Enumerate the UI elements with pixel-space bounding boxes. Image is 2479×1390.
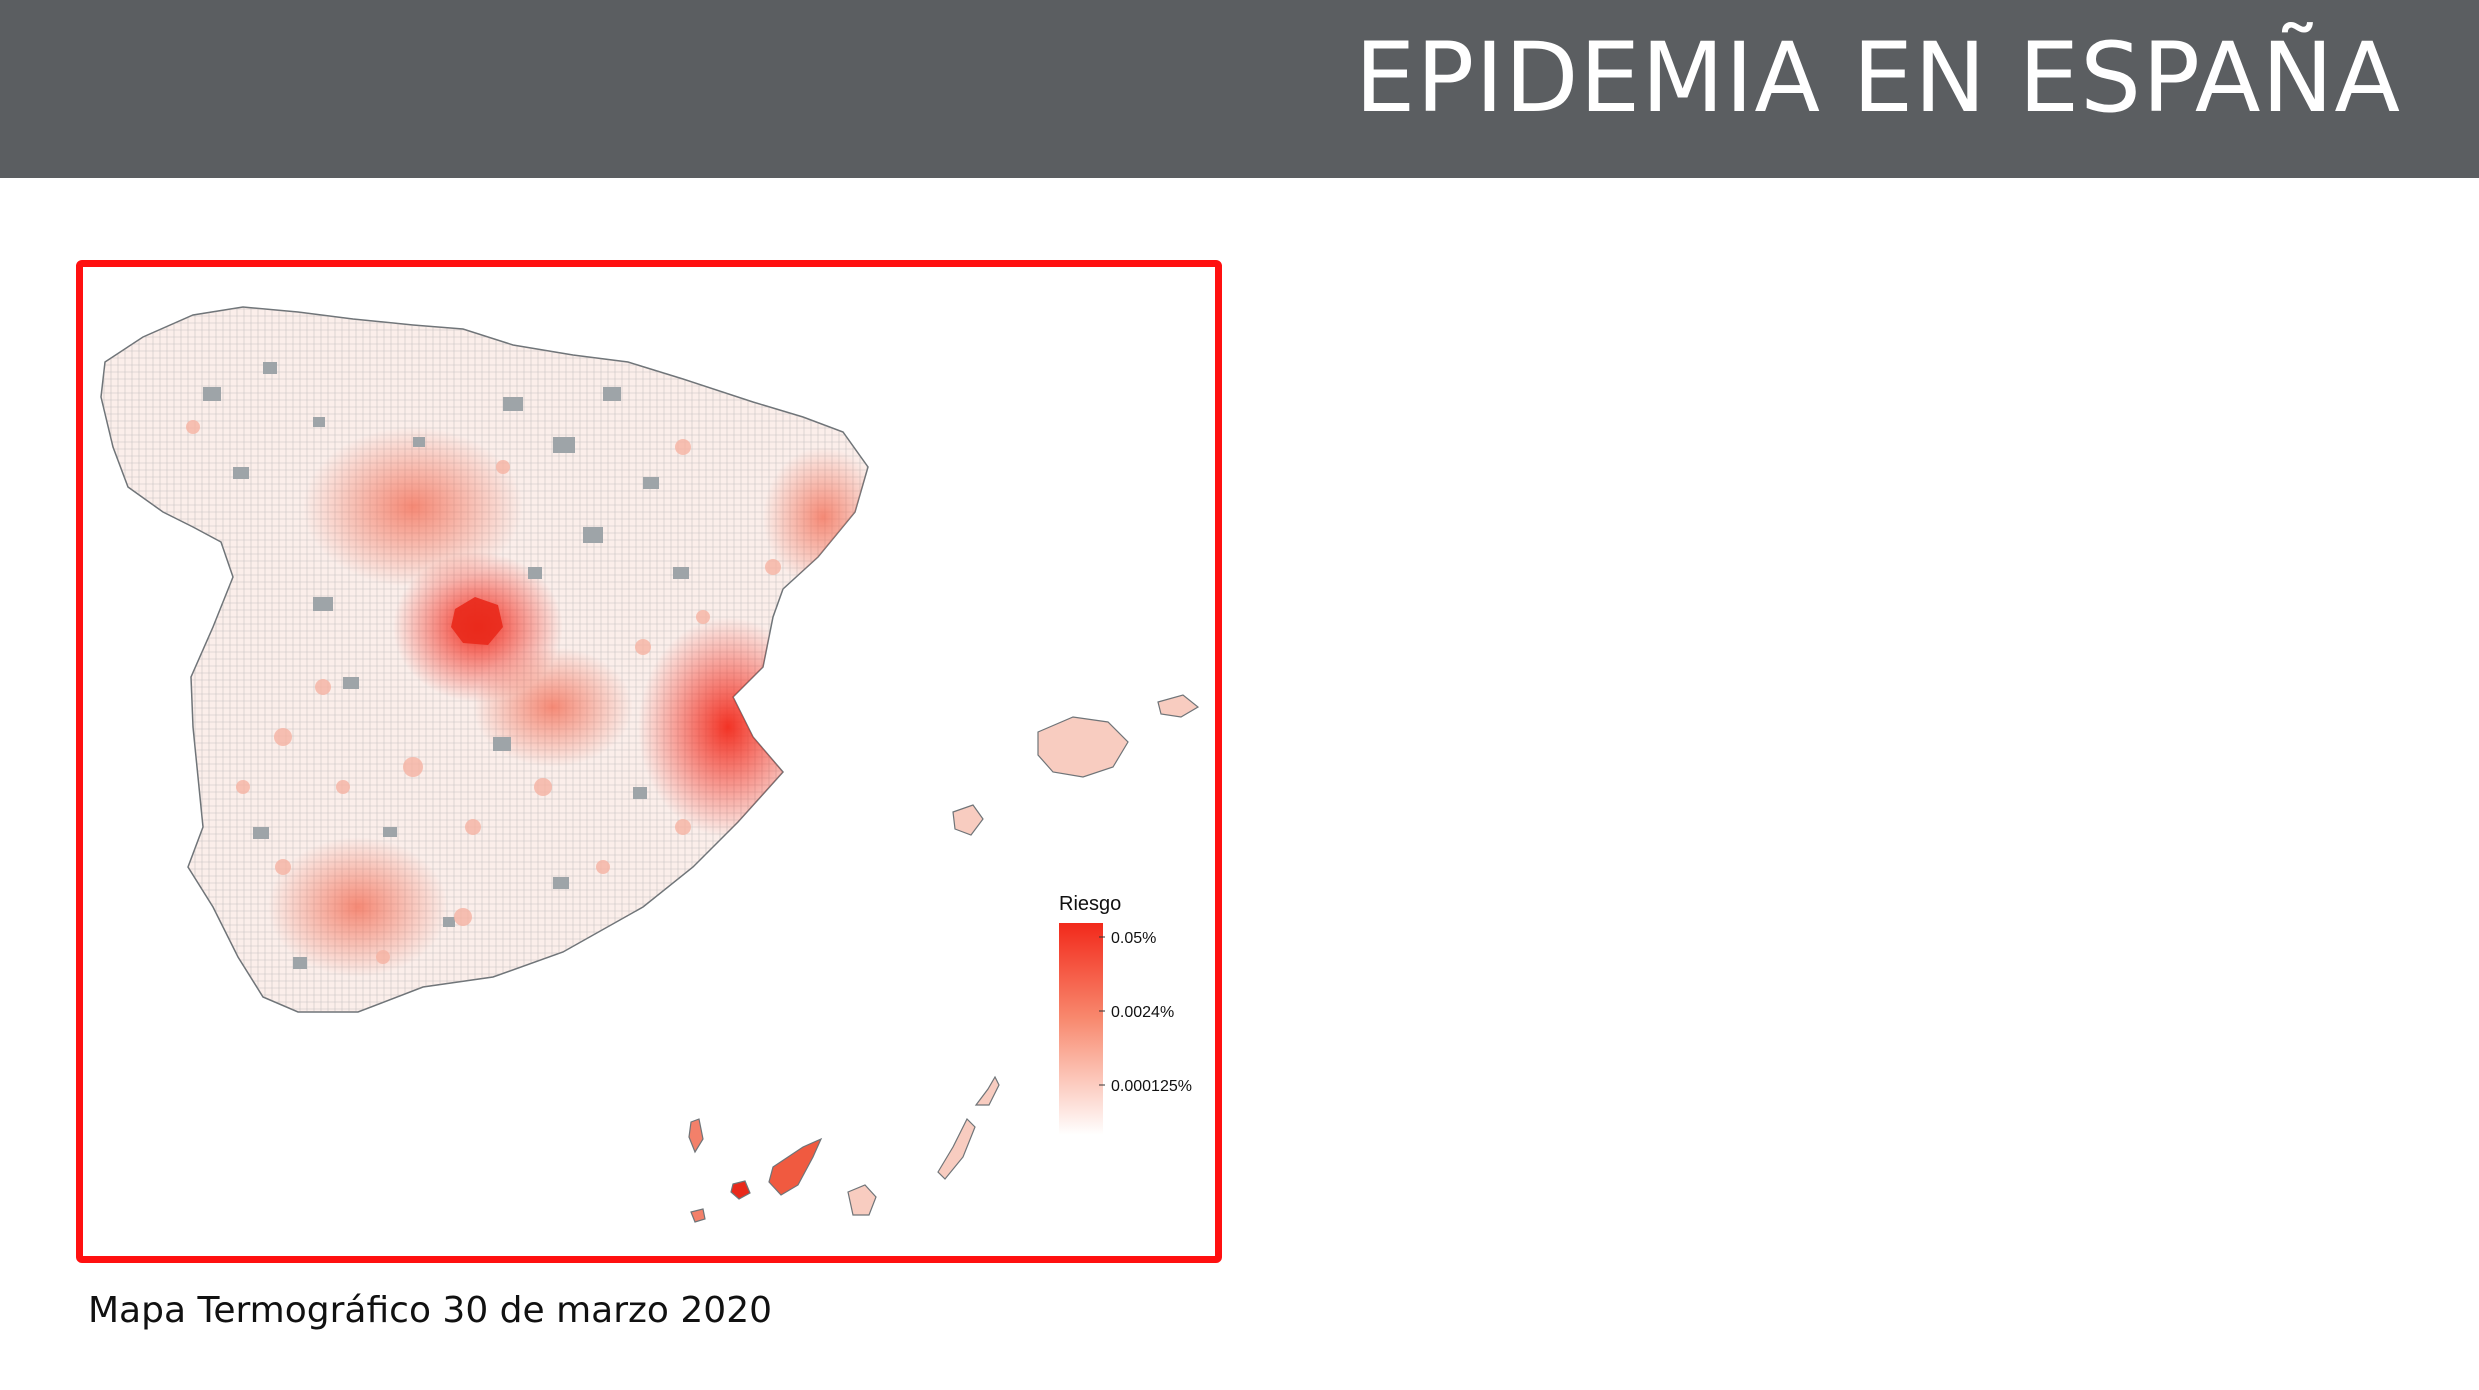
el-hierro <box>690 1208 706 1223</box>
balearic-islands <box>952 694 1200 836</box>
la-gomera <box>730 1180 751 1200</box>
la-palma <box>688 1118 704 1154</box>
no-data-patches <box>203 362 737 969</box>
slide-title: EPIDEMIA EN ESPAÑA <box>1354 22 2401 134</box>
peninsula <box>100 306 869 1013</box>
gran-canaria <box>847 1184 877 1216</box>
tenerife <box>768 1137 823 1196</box>
header-bar: EPIDEMIA EN ESPAÑA <box>0 0 2479 178</box>
ibiza <box>952 804 984 836</box>
fuerteventura <box>937 1117 976 1180</box>
spain-risk-map: Riesgo 0.05% 0.0024% 0.000125% <box>100 306 1200 1223</box>
risk-speckles <box>186 420 781 964</box>
hotspot-lamancha <box>473 647 633 767</box>
madrid-core <box>451 597 503 645</box>
legend-title: Riesgo <box>1059 893 1121 915</box>
map-caption: Mapa Termográfico 30 de marzo 2020 <box>88 1290 773 1331</box>
lanzarote <box>974 1075 1000 1106</box>
canary-islands <box>688 1075 1000 1223</box>
legend: Riesgo 0.05% 0.0024% 0.000125% <box>1059 893 1192 1135</box>
legend-color-bar <box>1059 923 1103 1135</box>
legend-tick-mid: 0.0024% <box>1111 1004 1174 1021</box>
menorca <box>1157 694 1200 718</box>
legend-tick-high: 0.05% <box>1111 930 1156 947</box>
mallorca <box>1037 716 1129 778</box>
legend-tick-low: 0.000125% <box>1111 1078 1192 1095</box>
map-frame: Riesgo 0.05% 0.0024% 0.000125% <box>76 260 1222 1263</box>
hotspot-andalucia <box>268 837 448 977</box>
hotspot-catalonia <box>763 447 868 587</box>
hotspot-castilla <box>303 427 523 587</box>
hotspot-valencia <box>638 617 818 837</box>
